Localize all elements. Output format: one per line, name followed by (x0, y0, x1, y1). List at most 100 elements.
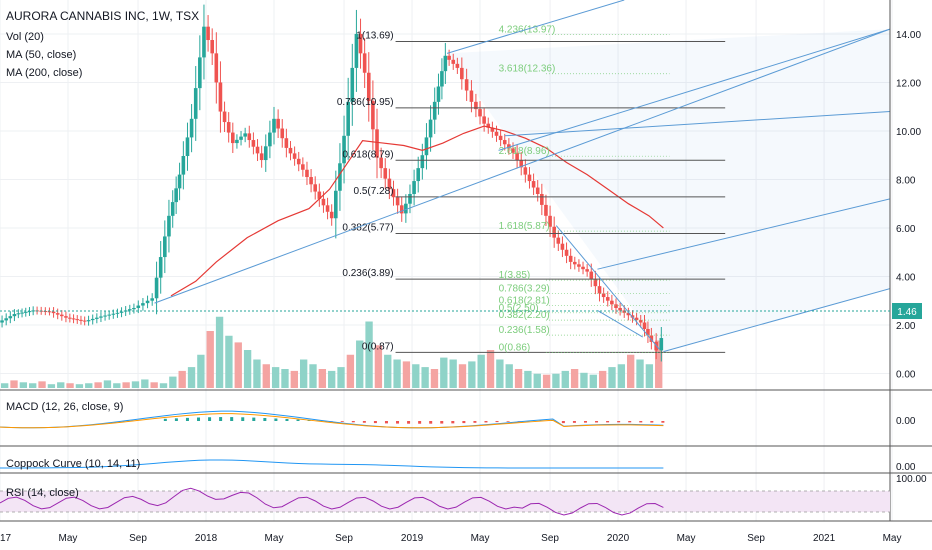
candle-body (111, 313, 116, 315)
volume-bar (655, 340, 663, 388)
candle-body (531, 181, 536, 188)
volume-bar (337, 367, 345, 388)
candle-body (82, 320, 87, 322)
volume-bar (561, 370, 569, 388)
time-axis: 2017 May Sep 2018 May Sep 2019 May Sep 2020 May Sep… (0, 533, 902, 544)
candle-body (296, 158, 301, 165)
volume-bar (159, 383, 168, 388)
candle-body (464, 79, 469, 91)
candle-body (362, 53, 367, 73)
volume-bar (627, 354, 635, 388)
candle-body (243, 133, 247, 137)
coppock-line (0, 459, 664, 469)
fib-extension-label: 0.5(2.50) (499, 303, 539, 314)
macd-histogram-bar (561, 421, 565, 424)
volume-bar (421, 367, 429, 388)
fib-extension-label: 0.236(1.58) (499, 325, 550, 336)
volume-bar (57, 382, 65, 388)
candle-body (68, 317, 72, 319)
candle-body (292, 153, 297, 159)
candle-body (145, 300, 150, 304)
indicator-ma200[interactable]: MA (200, close) (6, 67, 82, 79)
time-tick-label: Sep (335, 533, 353, 544)
macd-histogram-bar (185, 417, 189, 421)
volume-bar (271, 367, 280, 388)
volume-bar (19, 382, 28, 388)
candle-body (268, 132, 272, 147)
fib-extension-label: 0.382(2.20) (499, 310, 550, 321)
candle-body (601, 293, 606, 298)
macd-histogram-bar (661, 421, 665, 423)
candle-body (556, 237, 561, 244)
time-tick-label: 2017 (0, 533, 12, 544)
volume-bar (542, 374, 551, 388)
candle-body (399, 205, 404, 214)
macd-histogram-bar (241, 417, 245, 421)
candle-body (263, 146, 268, 161)
time-tick-label: 2021 (813, 533, 836, 544)
volume-bar (384, 354, 392, 388)
rsi-label[interactable]: RSI (14, close) (6, 487, 79, 499)
volume-bar (440, 357, 448, 388)
macd-histogram-bar (263, 418, 267, 421)
candle-body (12, 314, 17, 317)
candle-body (0, 320, 4, 323)
volume-bar (29, 383, 37, 388)
candle-body (276, 118, 280, 129)
price-tick-label: 4.00 (896, 272, 916, 283)
candle-body (642, 322, 647, 329)
candle-body (451, 59, 456, 64)
volume-bar (533, 373, 541, 388)
rsi-line (0, 487, 664, 516)
volume-bar (412, 364, 420, 388)
volume-bar (552, 373, 560, 388)
candle-body (440, 71, 444, 87)
fib-level-label: 0.618(8.79) (342, 149, 393, 160)
candle-body (189, 118, 194, 138)
volume-bar (645, 364, 654, 388)
macd-histogram-bar (230, 417, 234, 421)
volume-bar (617, 364, 626, 388)
candle-body (222, 111, 227, 123)
ma50-polyline (170, 125, 664, 297)
macd-histogram-bar (606, 421, 610, 423)
time-tick-label: Sep (747, 533, 765, 544)
candle-body (346, 101, 350, 136)
macd-tick: 0.00 (896, 416, 916, 427)
macd-histogram-bar (506, 421, 510, 422)
rsi-pane (0, 487, 890, 516)
indicator-volume[interactable]: Vol (20) (6, 31, 44, 43)
candle-body (60, 314, 64, 317)
volume-bar (402, 361, 411, 388)
fib-level-label: 1(13.69) (356, 30, 393, 41)
candle-body (523, 167, 528, 175)
candle-body (214, 53, 219, 83)
candle-body (301, 164, 305, 170)
candle-body (79, 319, 83, 321)
pitchfork-area (447, 29, 890, 352)
macd-histogram-bar (418, 421, 422, 424)
macd-histogram-bar (650, 421, 654, 423)
candle-body (64, 316, 68, 318)
time-tick-label: May (883, 533, 902, 544)
fib-extension-label: 0.786(3.29) (499, 284, 550, 295)
candle-body (519, 160, 524, 168)
candle-body (568, 255, 573, 262)
symbol-title[interactable]: AURORA CANNABIS INC, 1W, TSX (6, 9, 199, 23)
price-axis: 14.00 12.00 10.00 8.00 6.00 4.00 2.00 0.00 (896, 30, 921, 381)
macd-label[interactable]: MACD (12, 26, close, 9) (6, 401, 123, 413)
candle-body (589, 271, 594, 279)
candle-body (158, 257, 163, 278)
coppock-label[interactable]: Coppock Curve (10, 14, 11) (6, 458, 140, 470)
indicator-ma50[interactable]: MA (50, close) (6, 49, 76, 61)
volume-bar (66, 383, 74, 388)
pitchfork-line (663, 288, 891, 353)
candle-body (313, 184, 318, 192)
volume-bar (458, 364, 467, 388)
candle-body (103, 315, 107, 317)
macd-histogram-bar (296, 419, 300, 421)
candle-body (424, 137, 429, 156)
fib-level-label: 0(0.87) (362, 341, 394, 352)
